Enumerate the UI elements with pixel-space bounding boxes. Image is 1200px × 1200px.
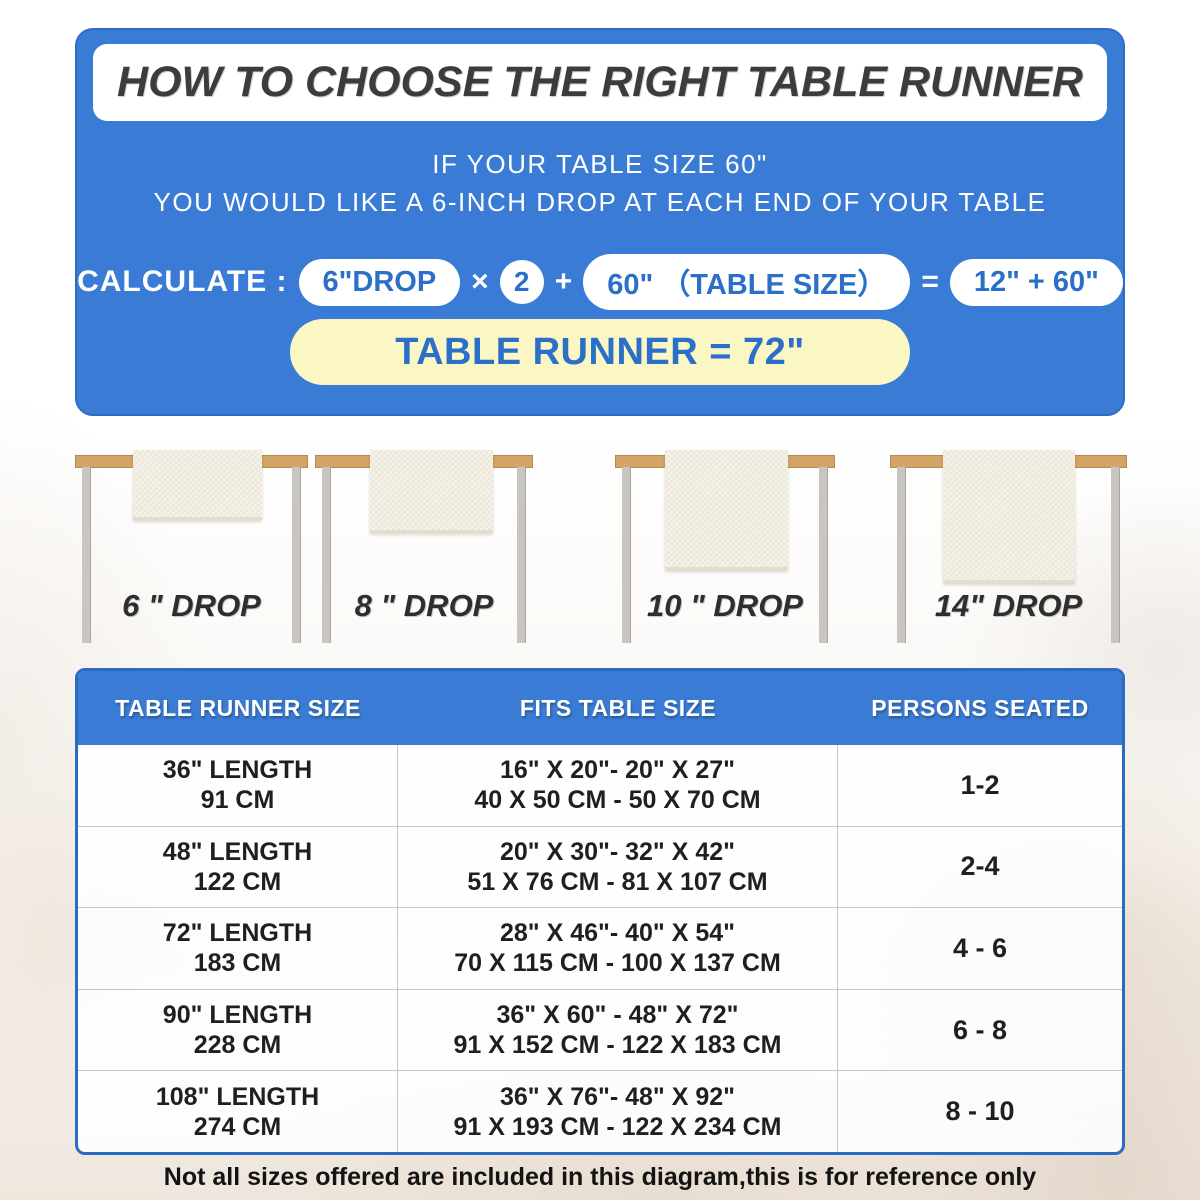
- size-inches: 48" LENGTH: [162, 837, 313, 866]
- calculate-label: CALCULATE :: [77, 265, 288, 298]
- table-leg-left: [622, 467, 631, 643]
- table-leg-right: [819, 467, 828, 643]
- drop-diagram-6: 6 " DROP: [75, 450, 308, 646]
- multiply-sign: ×: [471, 265, 489, 298]
- table-leg-left: [322, 467, 331, 643]
- fits-inches: 36" X 76"- 48" X 92": [499, 1082, 736, 1111]
- instruction-card: HOW TO CHOOSE THE RIGHT TABLE RUNNER IF …: [75, 28, 1125, 416]
- drop-label: 14" DROP: [934, 588, 1083, 623]
- persons-cell: 2-4: [960, 851, 1000, 882]
- size-inches: 36" LENGTH: [162, 756, 313, 785]
- table-header-row: TABLE RUNNER SIZE FITS TABLE SIZE PERSON…: [78, 671, 1122, 745]
- sum-pill: 12" + 60": [949, 258, 1123, 306]
- size-inches: 108" LENGTH: [155, 1082, 320, 1111]
- fits-cm: 91 X 152 CM - 122 X 183 CM: [453, 1031, 782, 1060]
- table-runner-cloth: [943, 450, 1075, 583]
- table-runner-cloth: [665, 450, 788, 570]
- fits-size-cell: 36" X 76"- 48" X 92" 91 X 193 CM - 122 X…: [398, 1071, 838, 1152]
- fits-cm: 70 X 115 CM - 100 X 137 CM: [454, 949, 781, 978]
- runner-size-cell: 108" LENGTH 274 CM: [78, 1071, 398, 1152]
- size-cm: 274 CM: [193, 1112, 282, 1141]
- fits-size-cell: 16" X 20"- 20" X 27" 40 X 50 CM - 50 X 7…: [398, 745, 838, 826]
- subtitle-line-2: YOU WOULD LIKE A 6-INCH DROP AT EACH END…: [153, 187, 1047, 217]
- fits-inches: 36" X 60" - 48" X 72": [496, 1001, 739, 1030]
- runner-size-cell: 90" LENGTH 228 CM: [78, 989, 398, 1071]
- persons-cell: 4 - 6: [952, 932, 1008, 963]
- table-row: 108" LENGTH 274 CM 36" X 76"- 48" X 92" …: [78, 1070, 1122, 1152]
- size-inches: 72" LENGTH: [162, 919, 313, 948]
- drop-label: 10 " DROP: [647, 588, 803, 623]
- runner-size-cell: 36" LENGTH 91 CM: [78, 745, 398, 826]
- fits-inches: 28" X 46"- 40" X 54": [499, 919, 736, 948]
- size-reference-table: TABLE RUNNER SIZE FITS TABLE SIZE PERSON…: [75, 668, 1125, 1155]
- table-body: 36" LENGTH 91 CM 16" X 20"- 20" X 27" 40…: [78, 745, 1122, 1152]
- fits-cm: 91 X 193 CM - 122 X 234 CM: [453, 1112, 782, 1141]
- fits-size-cell: 20" X 30"- 32" X 42" 51 X 76 CM - 81 X 1…: [398, 826, 838, 908]
- fits-inches: 20" X 30"- 32" X 42": [499, 837, 736, 866]
- persons-cell: 8 - 10: [945, 1096, 1015, 1127]
- disclaimer-note: Not all sizes offered are included in th…: [163, 1163, 1037, 1191]
- subtitle-line-1: IF YOUR TABLE SIZE 60": [432, 149, 768, 179]
- drop-diagram-10: 10 " DROP: [615, 450, 835, 646]
- size-cm: 228 CM: [193, 1031, 282, 1060]
- drop-value-pill: 6"DROP: [298, 258, 461, 306]
- runner-size-cell: 48" LENGTH 122 CM: [78, 826, 398, 908]
- calculation-row: CALCULATE : 6"DROP × 2 + 60" （TABLE SIZE…: [77, 254, 1123, 310]
- table-row: 90" LENGTH 228 CM 36" X 60" - 48" X 72" …: [78, 988, 1122, 1071]
- result-pill: TABLE RUNNER = 72": [290, 319, 910, 385]
- column-header-runner-size: TABLE RUNNER SIZE: [115, 694, 361, 721]
- table-leg-right: [1111, 467, 1120, 643]
- size-cm: 183 CM: [193, 949, 282, 978]
- fits-size-cell: 28" X 46"- 40" X 54" 70 X 115 CM - 100 X…: [398, 908, 838, 989]
- size-cm: 91 CM: [200, 786, 275, 815]
- drop-diagram-8: 8 " DROP: [315, 450, 533, 646]
- table-runner-cloth: [133, 450, 262, 520]
- size-inches: 90" LENGTH: [162, 1001, 313, 1030]
- table-leg-right: [292, 467, 301, 643]
- persons-cell: 1-2: [960, 769, 1000, 800]
- plus-sign: +: [554, 265, 573, 298]
- size-cm: 122 CM: [193, 867, 282, 896]
- table-runner-cloth: [370, 450, 493, 533]
- fits-size-cell: 36" X 60" - 48" X 72" 91 X 152 CM - 122 …: [398, 989, 838, 1071]
- table-size-pill: 60" （TABLE SIZE）: [583, 254, 911, 310]
- fits-inches: 16" X 20"- 20" X 27": [499, 756, 736, 785]
- table-leg-right: [517, 467, 526, 643]
- column-header-fits-size: FITS TABLE SIZE: [519, 694, 717, 721]
- equals-sign: =: [921, 265, 939, 298]
- persons-cell: 6 - 8: [952, 1014, 1008, 1045]
- drop-diagram-14: 14" DROP: [890, 450, 1127, 646]
- page-title: HOW TO CHOOSE THE RIGHT TABLE RUNNER: [117, 58, 1083, 106]
- runner-size-cell: 72" LENGTH 183 CM: [78, 908, 398, 989]
- drop-label: 8 " DROP: [354, 588, 494, 623]
- multiplier-badge: 2: [499, 260, 544, 304]
- table-row: 72" LENGTH 183 CM 28" X 46"- 40" X 54" 7…: [78, 907, 1122, 989]
- table-row: 48" LENGTH 122 CM 20" X 30"- 32" X 42" 5…: [78, 825, 1122, 908]
- fits-cm: 51 X 76 CM - 81 X 107 CM: [467, 867, 768, 896]
- drop-label: 6 " DROP: [122, 588, 261, 623]
- fits-cm: 40 X 50 CM - 50 X 70 CM: [474, 786, 761, 815]
- column-header-persons: PERSONS SEATED: [871, 694, 1089, 721]
- table-leg-left: [897, 467, 906, 643]
- table-leg-left: [82, 467, 91, 643]
- title-banner: HOW TO CHOOSE THE RIGHT TABLE RUNNER: [93, 44, 1107, 121]
- table-row: 36" LENGTH 91 CM 16" X 20"- 20" X 27" 40…: [78, 745, 1122, 826]
